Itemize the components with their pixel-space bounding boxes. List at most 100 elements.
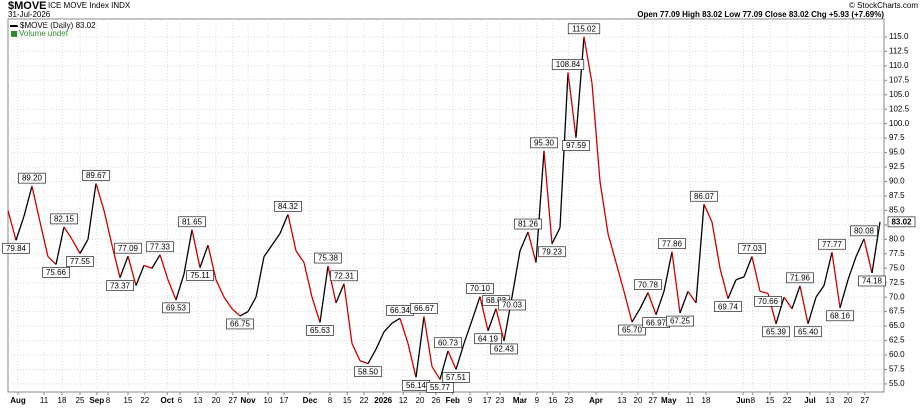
price-segment (639, 292, 649, 310)
value-label: 74.18 (862, 277, 883, 286)
y-tick-label: 112.5 (889, 46, 909, 55)
price-segment (327, 265, 337, 304)
label-box (466, 283, 494, 294)
value-label: 77.09 (118, 244, 139, 253)
price-segment (295, 250, 305, 263)
price-segment (279, 214, 289, 234)
x-tick-label: 9 (535, 396, 540, 405)
price-segment (111, 244, 121, 278)
price-segment (535, 150, 545, 263)
price-segment (703, 203, 713, 223)
label-box (82, 170, 110, 181)
label-box (786, 272, 814, 284)
y-tick-label: 57.5 (889, 365, 905, 374)
volume-label: Volume undef (19, 29, 69, 38)
value-label: 67.25 (670, 317, 691, 326)
price-segment (311, 296, 321, 323)
value-label: 75.66 (46, 268, 67, 277)
value-label: 83.02 (891, 217, 912, 226)
y-tick-label: 110.0 (889, 61, 909, 70)
price-segment (255, 256, 265, 298)
x-tick-label: 12 (399, 396, 408, 405)
price-segment (231, 308, 241, 317)
value-label: 56.14 (406, 381, 427, 390)
value-label: 69.74 (718, 302, 739, 311)
y-tick-label: 75.0 (889, 263, 905, 272)
price-segment (95, 183, 105, 211)
label-box (794, 326, 822, 338)
price-segment (191, 229, 201, 268)
label-box (330, 270, 358, 282)
price-segment (335, 283, 345, 304)
y-tick-label: 70.0 (889, 292, 905, 301)
value-label: 65.40 (798, 327, 819, 336)
value-label: 65.39 (766, 327, 787, 336)
x-tick-label: Sep (89, 396, 104, 405)
price-segment (695, 204, 705, 303)
price-segment (199, 244, 209, 268)
legend-label: $MOVE (Daily) 83.02 (20, 21, 96, 30)
label-box (226, 318, 254, 330)
label-box (18, 172, 46, 184)
x-tick-label: Oct (161, 396, 175, 405)
y-tick-label: 65.0 (889, 321, 905, 330)
price-segment (7, 210, 17, 241)
x-tick-label: 2026 (374, 396, 392, 405)
price-segment (863, 238, 873, 274)
price-segment (135, 265, 145, 286)
value-label: 75.11 (190, 271, 210, 280)
label-box (186, 270, 214, 281)
y-tick-label: 97.5 (889, 133, 905, 142)
value-label: 66.97 (646, 318, 667, 327)
price-segment (423, 316, 433, 367)
x-tick-label: 13 (618, 396, 627, 405)
price-segment (271, 233, 281, 246)
value-label: 97.59 (566, 141, 587, 150)
label-box (66, 256, 94, 267)
x-tick-label: 22 (783, 396, 792, 405)
price-segment (167, 279, 177, 301)
price-segment (143, 264, 153, 269)
label-box (714, 301, 742, 312)
y-tick-label: 90.0 (889, 177, 905, 186)
volume-swatch (11, 31, 17, 37)
value-label: 68.16 (830, 311, 851, 320)
label-box (530, 137, 558, 149)
x-tick-label: 27 (648, 396, 657, 405)
label-box (490, 343, 518, 355)
value-label: 86.07 (694, 192, 715, 201)
price-segment (455, 343, 465, 370)
price-segment (215, 279, 225, 298)
value-label: 68.03 (486, 296, 507, 305)
price-segment (15, 215, 25, 241)
label-box (762, 326, 790, 338)
x-tick-label: 20 (634, 396, 643, 405)
price-segment (711, 221, 721, 269)
price-segment (799, 285, 809, 324)
price-segment (719, 268, 729, 299)
value-label: 70.03 (502, 301, 523, 310)
label-box (567, 23, 601, 35)
price-segment (399, 318, 409, 344)
date: 31-Jul-2026 (8, 10, 51, 19)
price-segment (671, 251, 681, 314)
price-segment (607, 233, 617, 263)
price-segment (47, 256, 57, 265)
x-tick-label: 8 (106, 396, 111, 405)
label-box (178, 216, 206, 228)
price-segment (615, 262, 625, 292)
y-tick-label: 100.0 (889, 119, 910, 128)
x-tick-label: 18 (702, 396, 711, 405)
label-box (887, 216, 916, 228)
x-tick-label: 13 (826, 396, 835, 405)
value-label: 115.02 (572, 24, 596, 33)
symbol: $MOVE (8, 0, 47, 12)
price-segment (63, 226, 73, 240)
x-tick-label: 27 (228, 396, 237, 405)
label-box (658, 238, 686, 250)
label-box (538, 246, 566, 258)
x-tick-label: 22 (360, 396, 369, 405)
y-tick-label: 102.5 (889, 104, 910, 113)
y-tick-label: 115.0 (889, 32, 909, 41)
label-box (162, 302, 190, 314)
